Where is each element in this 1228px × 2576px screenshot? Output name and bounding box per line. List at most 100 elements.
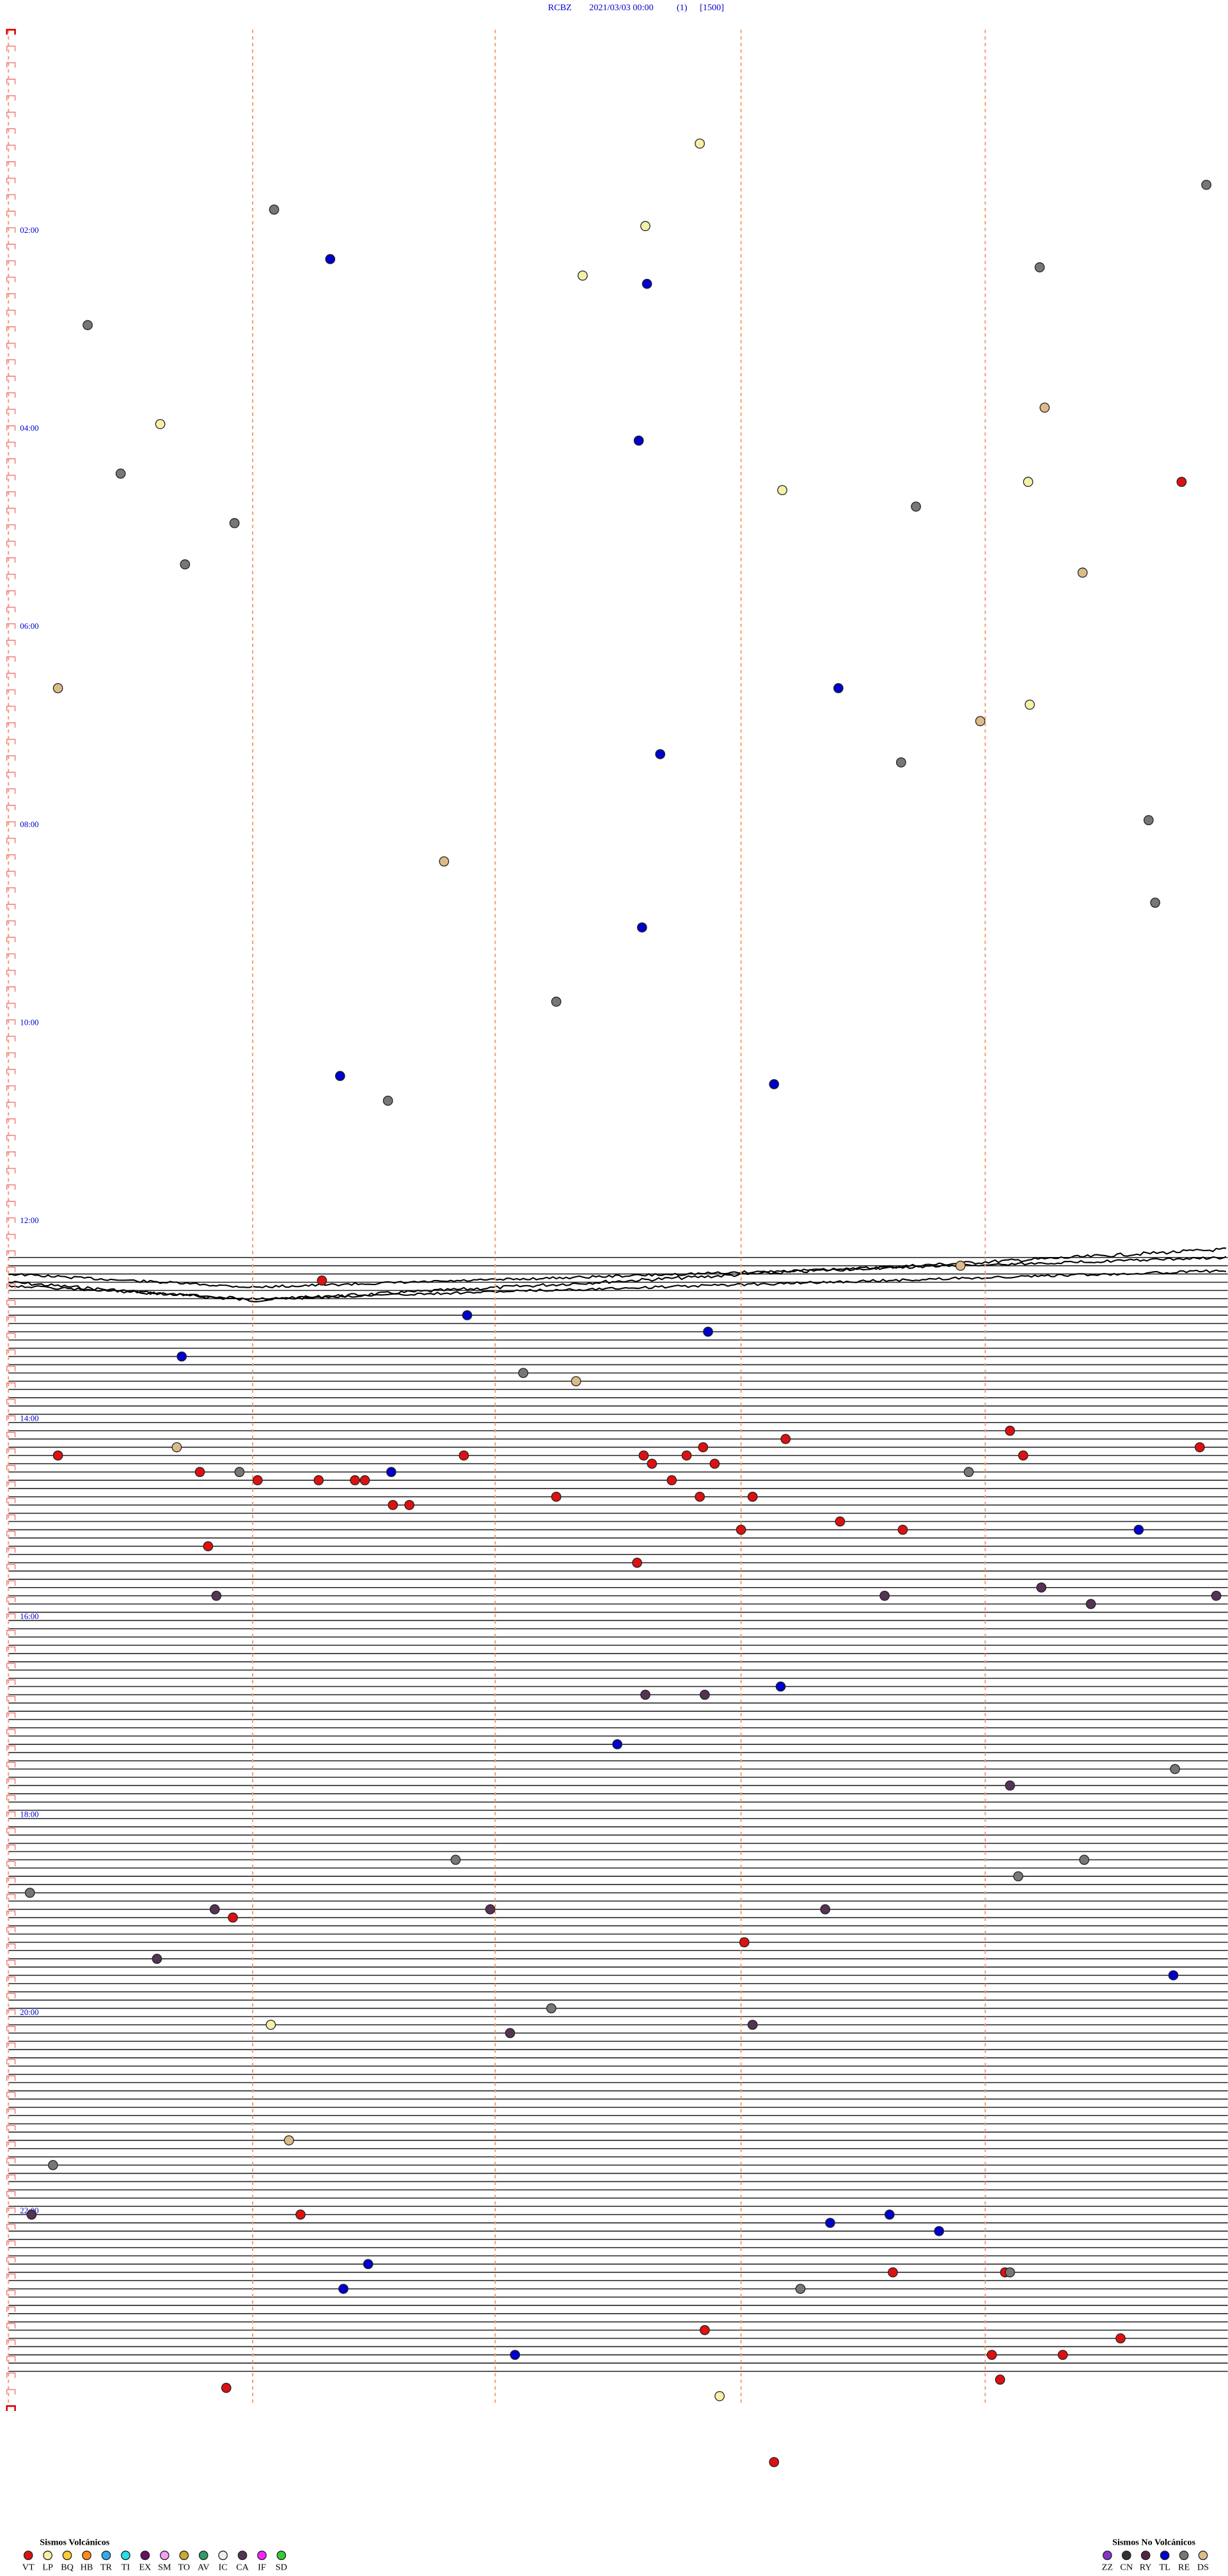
- row-bracket: [6, 1563, 16, 1570]
- event-dot: [155, 419, 166, 429]
- event-dot: [769, 1079, 780, 1089]
- row-bracket: [6, 936, 16, 943]
- row-bracket: [6, 62, 16, 68]
- event-dot: [252, 1475, 263, 1485]
- row-bracket: [6, 475, 16, 480]
- row-bracket: [6, 2273, 16, 2279]
- row-bracket: [6, 1382, 16, 1388]
- row-bracket: [6, 441, 16, 448]
- row-bracket: [6, 1679, 16, 1685]
- row-bracket: [6, 557, 16, 563]
- row-bracket: [6, 227, 16, 233]
- event-dot: [234, 1467, 245, 1478]
- event-dot: [780, 1434, 791, 1444]
- event-dot: [655, 749, 666, 759]
- event-dot: [269, 204, 279, 215]
- row-bracket: [6, 1927, 16, 1932]
- row-bracket: [6, 326, 16, 332]
- event-dot: [695, 1491, 705, 1502]
- legend-code: RY: [1140, 2562, 1152, 2572]
- event-dot: [1077, 567, 1088, 578]
- row-bracket: [6, 1102, 16, 1108]
- event-dot: [825, 2218, 835, 2228]
- row-bracket: [6, 2306, 16, 2312]
- row-bracket: [6, 1728, 16, 1735]
- event-dot: [1039, 402, 1050, 413]
- row-bracket: [6, 194, 16, 200]
- event-dot: [835, 1516, 846, 1527]
- row-bracket: [6, 79, 16, 84]
- trace-drift: [8, 1269, 1227, 1300]
- row-bracket: [6, 821, 16, 827]
- event-dot: [546, 2003, 556, 2014]
- row-bracket: [6, 1052, 16, 1058]
- event-dot: [775, 1681, 786, 1692]
- row-bracket: [6, 1580, 16, 1586]
- row-bracket: [6, 920, 16, 926]
- event-dot: [1023, 477, 1034, 487]
- row-bracket: [6, 244, 16, 249]
- row-bracket: [6, 1811, 16, 1817]
- row-bracket: [6, 2124, 16, 2131]
- row-bracket: [6, 1745, 16, 1751]
- event-dot: [171, 1442, 182, 1453]
- row-bracket: [6, 541, 16, 546]
- event-dot: [642, 278, 652, 289]
- row-bracket: [6, 1432, 16, 1437]
- event-dot: [911, 502, 921, 512]
- legend-dot: [62, 2550, 72, 2561]
- event-dot: [283, 2135, 294, 2145]
- row-bracket: [6, 310, 16, 315]
- legend-code: RE: [1178, 2562, 1190, 2572]
- event-dot: [382, 1095, 393, 1106]
- event-dot: [638, 1450, 649, 1461]
- row-bracket: [6, 177, 16, 184]
- legend-dot: [121, 2550, 130, 2561]
- event-dot: [795, 2284, 806, 2294]
- legend-dot: [1198, 2550, 1208, 2561]
- event-dot: [986, 2350, 997, 2360]
- event-dot: [338, 2284, 349, 2294]
- event-dot: [636, 922, 647, 933]
- row-bracket: [6, 656, 16, 662]
- event-dot: [194, 1467, 205, 1478]
- event-dot: [221, 2383, 232, 2393]
- row-bracket: [6, 128, 16, 134]
- row-bracket: [6, 1712, 16, 1718]
- row-bracket: [6, 507, 16, 514]
- event-dot: [1018, 1450, 1028, 1461]
- row-bracket: [6, 2372, 16, 2378]
- row-bracket: [6, 524, 16, 530]
- event-dot: [640, 221, 650, 232]
- event-dot: [714, 2390, 725, 2401]
- time-label: 18:00: [20, 1810, 38, 1819]
- row-bracket: [6, 1778, 16, 1784]
- row-bracket: [6, 2042, 16, 2048]
- row-bracket: [6, 854, 16, 860]
- event-dot: [1036, 1582, 1047, 1593]
- legend-dot: [1102, 2550, 1112, 2561]
- event-dot: [640, 1689, 650, 1700]
- legend-dot: [1160, 2550, 1170, 2561]
- row-bracket: [6, 722, 16, 728]
- event-dot: [700, 1689, 710, 1700]
- row-bracket: [6, 1597, 16, 1602]
- row-bracket: [6, 111, 16, 118]
- event-dot: [1170, 1764, 1180, 1774]
- count: (1): [677, 3, 688, 13]
- row-bracket: [6, 2026, 16, 2032]
- event-dot: [739, 1937, 750, 1948]
- row-bracket: [6, 1481, 16, 1487]
- event-dot: [1176, 477, 1187, 487]
- event-dot: [1013, 1871, 1023, 1882]
- time-label: 16:00: [20, 1612, 38, 1621]
- row-bracket: [6, 970, 16, 976]
- event-dot: [578, 270, 588, 281]
- row-bracket: [6, 1184, 16, 1190]
- row-bracket: [6, 606, 16, 613]
- time-label: 04:00: [20, 424, 38, 433]
- event-dot: [888, 2267, 898, 2278]
- event-dot: [1168, 1970, 1179, 1980]
- row-bracket: [6, 2108, 16, 2114]
